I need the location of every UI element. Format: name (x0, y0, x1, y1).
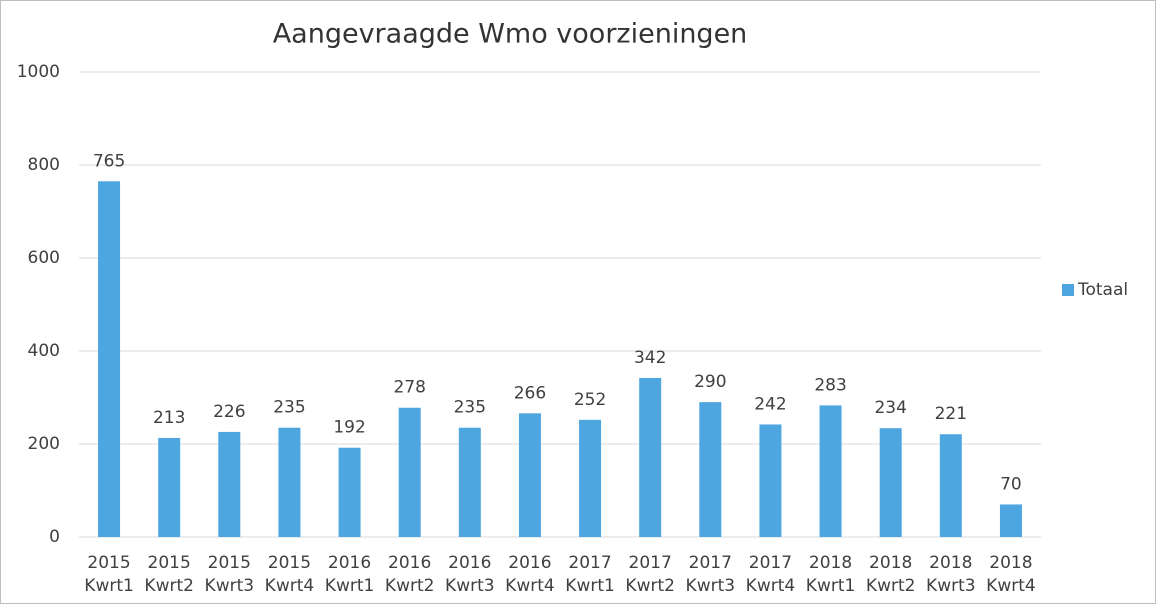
x-tick-label: 2018 (869, 553, 912, 573)
bar (939, 434, 962, 537)
bar (398, 407, 421, 537)
x-tick-label: 2016 (448, 553, 491, 573)
bar (98, 181, 121, 537)
data-label: 290 (694, 372, 726, 392)
x-tick-label: 2016 (508, 553, 551, 573)
bar (579, 419, 602, 537)
y-tick-label: 1000 (17, 62, 60, 82)
x-tick-label: Kwrt4 (746, 576, 796, 596)
chart-title: Aangevraagde Wmo voorzieningen (273, 19, 748, 50)
data-label: 221 (935, 404, 967, 424)
bar (759, 424, 782, 537)
x-tick-label: 2016 (328, 553, 371, 573)
bar (278, 427, 301, 537)
x-tick-label: Kwrt1 (325, 576, 375, 596)
x-tick-label: 2017 (749, 553, 792, 573)
x-tick-label: Kwrt1 (565, 576, 615, 596)
data-label: 226 (213, 402, 245, 422)
data-label: 765 (93, 151, 125, 171)
bar (999, 504, 1022, 537)
x-tick-label: Kwrt3 (205, 576, 255, 596)
bar (158, 437, 181, 537)
data-label: 278 (393, 378, 425, 398)
x-tick-label: Kwrt2 (866, 576, 916, 596)
x-tick-label: 2018 (929, 553, 972, 573)
x-tick-label: Kwrt1 (84, 576, 134, 596)
x-tick-label: 2016 (388, 553, 431, 573)
bar (639, 377, 662, 537)
data-label: 70 (1000, 474, 1022, 494)
x-tick-label: Kwrt2 (625, 576, 675, 596)
x-tick-label: 2017 (629, 553, 672, 573)
x-tick-label: Kwrt3 (926, 576, 976, 596)
bar (819, 405, 842, 537)
y-tick-label: 200 (28, 434, 60, 454)
data-label: 252 (574, 390, 606, 410)
data-label: 266 (514, 383, 546, 403)
x-tick-label: 2017 (568, 553, 611, 573)
y-tick-label: 600 (28, 248, 60, 268)
x-tick-label: 2015 (268, 553, 311, 573)
x-tick-label: Kwrt4 (265, 576, 315, 596)
data-label: 283 (814, 375, 846, 395)
y-tick-label: 400 (28, 341, 60, 361)
x-tick-label: Kwrt3 (445, 576, 495, 596)
bar (879, 428, 902, 537)
x-tick-label: Kwrt1 (806, 576, 856, 596)
y-tick-label: 800 (28, 155, 60, 175)
x-tick-label: Kwrt4 (986, 576, 1036, 596)
bar (699, 402, 722, 537)
data-label: 234 (874, 398, 906, 418)
x-tick-label: 2015 (208, 553, 251, 573)
x-tick-label: 2018 (989, 553, 1032, 573)
x-tick-label: 2018 (809, 553, 852, 573)
x-tick-label: 2017 (689, 553, 732, 573)
y-tick-label: 0 (49, 527, 60, 547)
bar (338, 447, 361, 537)
data-label: 192 (333, 418, 365, 438)
legend-label: Totaal (1077, 280, 1128, 300)
data-label: 213 (153, 408, 185, 428)
x-tick-label: Kwrt3 (686, 576, 736, 596)
bar (458, 427, 481, 537)
data-label: 342 (634, 348, 666, 368)
data-label: 235 (454, 398, 486, 418)
x-tick-label: Kwrt2 (144, 576, 194, 596)
bar (218, 431, 241, 537)
x-tick-label: Kwrt4 (505, 576, 555, 596)
legend-swatch (1062, 284, 1074, 296)
data-label: 235 (273, 398, 305, 418)
x-tick-label: Kwrt2 (385, 576, 435, 596)
data-label: 242 (754, 394, 786, 414)
x-tick-label: 2015 (87, 553, 130, 573)
x-tick-label: 2015 (148, 553, 191, 573)
bar (518, 413, 541, 537)
